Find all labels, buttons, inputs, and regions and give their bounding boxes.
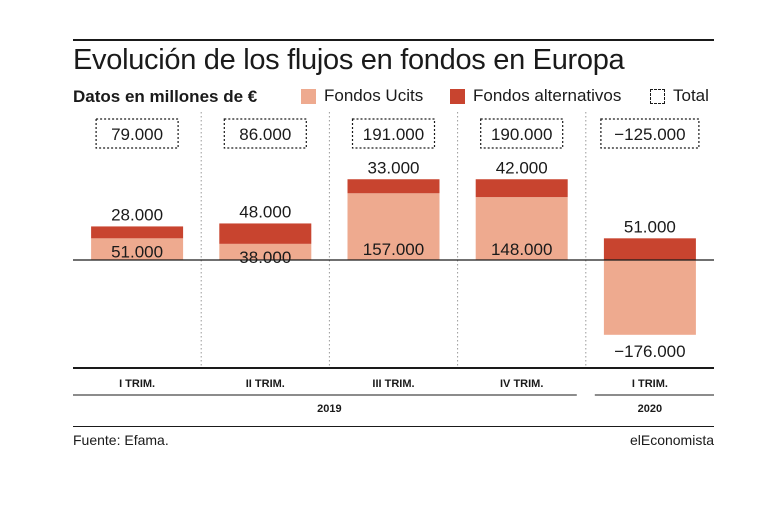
total-label: −125.000 xyxy=(614,125,685,144)
top-rule xyxy=(73,39,714,41)
legend-item-total: Total xyxy=(650,86,709,106)
data-label-alternativos: 42.000 xyxy=(496,158,548,177)
category-label: I TRIM. xyxy=(119,378,155,390)
legend-label-ucits: Fondos Ucits xyxy=(324,86,424,105)
data-label-ucits: 148.000 xyxy=(491,240,552,259)
total-box xyxy=(95,118,179,149)
total-label: 190.000 xyxy=(491,125,552,144)
bar-alternativos xyxy=(347,179,440,194)
total-label: 191.000 xyxy=(363,125,424,144)
legend-swatch-alternativos xyxy=(450,88,465,104)
data-label-ucits: 38.000 xyxy=(239,248,291,267)
bar-ucits xyxy=(219,243,312,260)
total-box xyxy=(223,118,307,149)
data-label-alternativos: 33.000 xyxy=(368,158,420,177)
category-label: IV TRIM. xyxy=(500,378,543,390)
legend-label-alternativos: Fondos alternativos xyxy=(473,86,622,105)
year-label: 2020 xyxy=(638,403,662,415)
year-label: 2019 xyxy=(317,403,341,415)
data-label-ucits: 51.000 xyxy=(111,242,163,261)
legend-swatch-total xyxy=(650,88,665,104)
category-label: III TRIM. xyxy=(372,378,414,390)
chart-title: Evolución de los flujos en fondos en Eur… xyxy=(73,44,625,76)
total-label: 86.000 xyxy=(239,125,291,144)
bar-ucits xyxy=(603,260,696,335)
bar-ucits xyxy=(91,238,184,260)
source-note: Fuente: Efama. xyxy=(73,432,169,448)
legend-label-total: Total xyxy=(673,86,709,105)
bar-ucits xyxy=(475,197,568,260)
total-box xyxy=(480,118,564,149)
bar-alternativos xyxy=(475,179,568,198)
data-label-alternativos: 51.000 xyxy=(624,217,676,236)
category-label: I TRIM. xyxy=(632,378,668,390)
footer-rule xyxy=(73,426,714,427)
total-label: 79.000 xyxy=(111,125,163,144)
category-label: II TRIM. xyxy=(246,378,285,390)
data-label-alternativos: 48.000 xyxy=(239,202,291,221)
bar-alternativos xyxy=(603,238,696,260)
brand-logo: elEconomista xyxy=(629,432,714,448)
total-box xyxy=(351,118,436,149)
chart-subtitle: Datos en millones de € xyxy=(73,87,258,106)
data-label-alternativos: 28.000 xyxy=(111,205,163,224)
legend-swatch-ucits xyxy=(301,88,316,104)
bar-alternativos xyxy=(219,223,312,244)
data-label-ucits: 157.000 xyxy=(363,240,424,259)
legend-item-ucits: Fondos Ucits xyxy=(301,86,423,106)
total-box xyxy=(600,118,700,149)
bar-ucits xyxy=(347,193,440,260)
bar-alternativos xyxy=(91,226,184,239)
legend-item-alternativos: Fondos alternativos xyxy=(450,86,621,106)
data-label-ucits: −176.000 xyxy=(614,342,685,361)
